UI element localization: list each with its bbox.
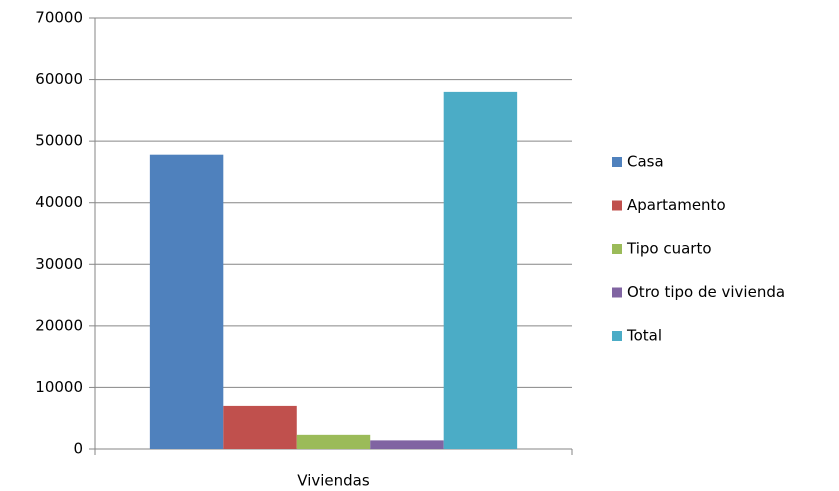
legend-label: Otro tipo de vivienda xyxy=(627,283,785,301)
legend-swatch xyxy=(612,331,622,341)
y-tick-label: 50000 xyxy=(35,132,83,150)
bar xyxy=(296,434,371,449)
x-tick-label: Viviendas xyxy=(297,472,370,490)
legend-label: Apartamento xyxy=(627,196,726,214)
bar xyxy=(443,91,518,449)
legend-label: Casa xyxy=(627,153,664,171)
legend-swatch xyxy=(612,287,622,298)
bar xyxy=(370,440,444,449)
legend-label: Total xyxy=(626,327,662,345)
bar xyxy=(149,154,224,449)
legend-swatch xyxy=(612,244,622,254)
y-tick-label: 40000 xyxy=(35,193,83,211)
y-tick-label: 0 xyxy=(73,440,83,458)
y-tick-label: 60000 xyxy=(35,70,83,88)
bar xyxy=(223,405,297,449)
legend-swatch xyxy=(612,157,622,167)
y-tick-label: 10000 xyxy=(35,378,83,396)
y-tick-label: 30000 xyxy=(35,255,83,273)
legend-swatch xyxy=(612,200,622,211)
y-tick-label: 70000 xyxy=(35,9,83,27)
y-tick-label: 20000 xyxy=(35,316,83,334)
legend-label: Tipo cuarto xyxy=(626,240,712,258)
